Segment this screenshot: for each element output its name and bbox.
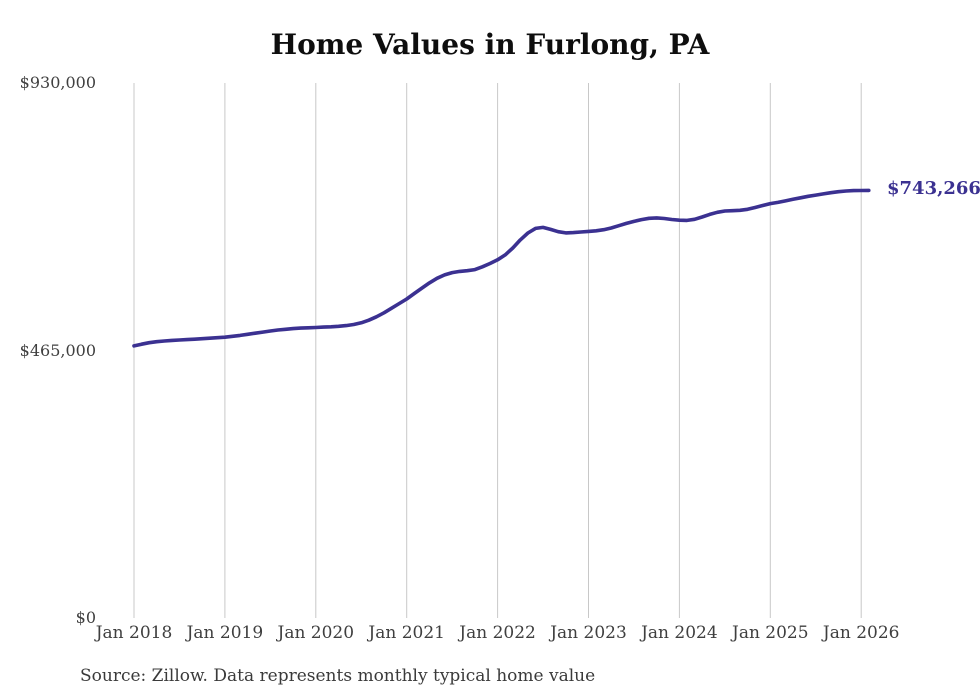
x-tick-jan-2020: Jan 2020 <box>277 623 355 643</box>
x-tick-jan-2019: Jan 2019 <box>186 623 264 643</box>
x-tick-jan-2024: Jan 2024 <box>641 623 718 643</box>
latest-value-label: $743,266 <box>887 178 980 199</box>
x-tick-jan-2025: Jan 2025 <box>732 623 809 643</box>
x-tick-jan-2026: Jan 2026 <box>822 623 900 643</box>
chart-title: Home Values in Furlong, PA <box>270 28 710 61</box>
x-tick-jan-2018: Jan 2018 <box>95 623 173 643</box>
x-tick-jan-2022: Jan 2022 <box>459 623 536 643</box>
x-tick-jan-2023: Jan 2023 <box>550 623 627 643</box>
y-tick-465000: $465,000 <box>19 340 96 360</box>
source-note: Source: Zillow. Data represents monthly … <box>80 666 596 686</box>
vertical-gridlines <box>133 83 862 618</box>
y-tick-930000: $930,000 <box>19 73 96 92</box>
x-tick-jan-2021: Jan 2021 <box>368 623 445 643</box>
y-tick-0: $0 <box>75 608 96 627</box>
home-value-line <box>132 188 871 348</box>
